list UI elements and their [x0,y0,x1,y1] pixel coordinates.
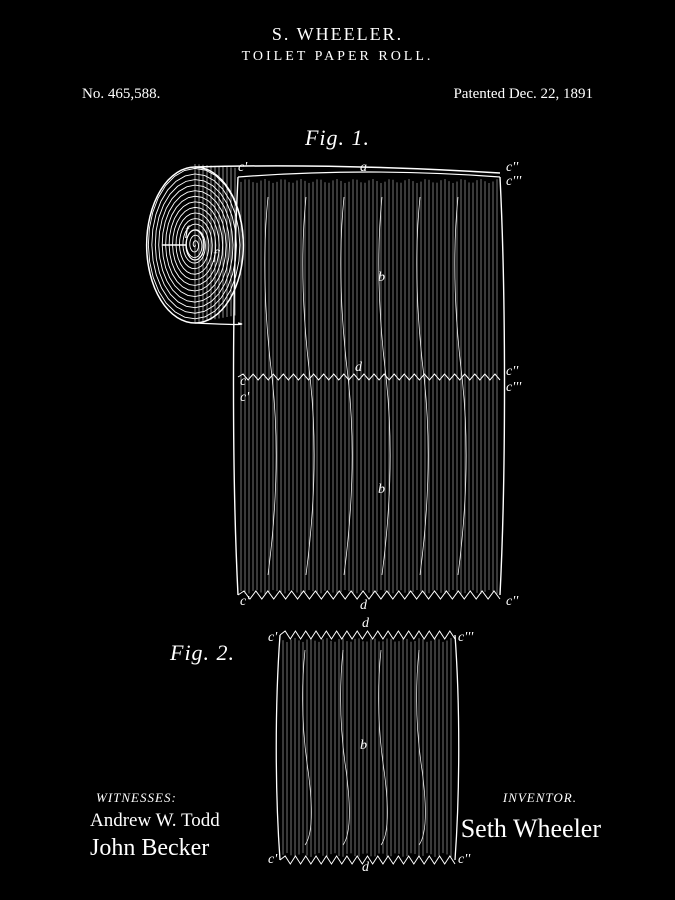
patent-drawing [0,0,675,900]
part-label: c [240,374,246,390]
part-label: d [360,598,367,614]
part-label: f' [213,248,220,264]
inventor-signature: Seth Wheeler [461,814,601,844]
part-label: c'' [506,364,518,380]
part-label: a [360,160,367,176]
part-label: c' [268,852,277,868]
witnesses-label: WITNESSES: [96,790,177,806]
part-label: c''' [506,380,521,396]
fig2-drawing [276,631,459,864]
part-label: b [378,482,385,498]
witness-1-signature: Andrew W. Todd [90,810,220,832]
inventor-label: INVENTOR. [503,790,577,806]
part-label: b [360,738,367,754]
part-label: d [362,616,369,632]
part-label: c' [240,594,249,610]
patent-page: S. WHEELER. TOILET PAPER ROLL. No. 465,5… [0,0,675,900]
part-label: d [355,360,362,376]
part-label: b [378,270,385,286]
witness-2-signature: John Becker [90,835,209,862]
part-label: d [362,860,369,876]
part-label: c''' [506,174,521,190]
part-label: c' [240,390,249,406]
fig1-drawing [147,164,505,599]
part-label: c' [268,630,277,646]
part-label: c'' [458,852,470,868]
part-label: c'' [506,594,518,610]
part-label: f [185,224,189,240]
part-label: c' [238,160,247,176]
part-label: c''' [458,630,473,646]
